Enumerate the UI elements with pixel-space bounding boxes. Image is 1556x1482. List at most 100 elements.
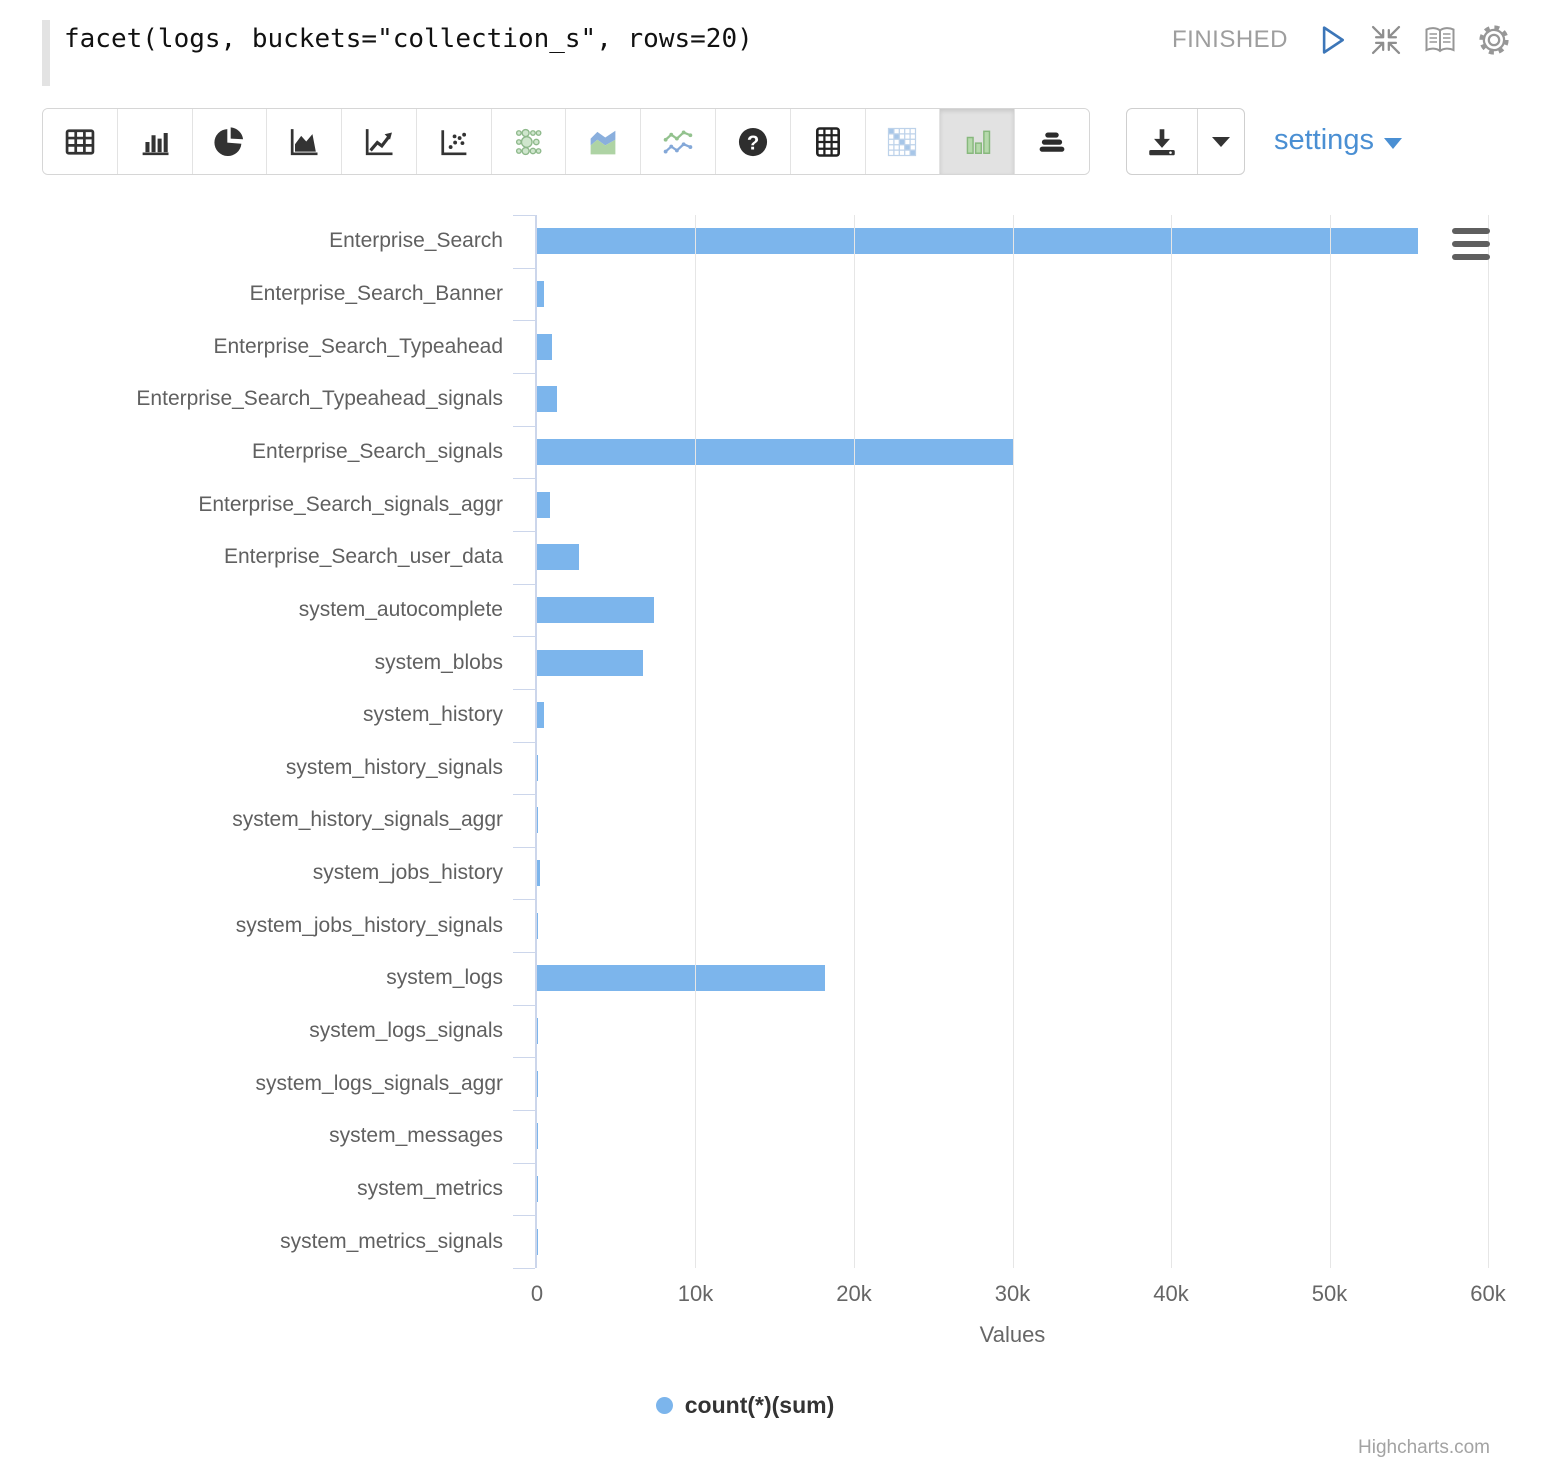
query-text[interactable]: facet(logs, buckets="collection_s", rows… bbox=[64, 24, 753, 54]
y-axis-tick bbox=[513, 1057, 535, 1059]
category-label: system_jobs_history bbox=[312, 861, 503, 885]
y-axis-tick bbox=[513, 425, 535, 427]
bar-system_logs[interactable] bbox=[537, 965, 826, 992]
chart-type-stacked-area-button[interactable] bbox=[566, 109, 642, 174]
y-axis-tick bbox=[513, 1268, 535, 1269]
legend-marker-icon bbox=[655, 1397, 673, 1414]
download-button[interactable] bbox=[1127, 109, 1198, 174]
y-axis-tick bbox=[513, 846, 535, 848]
y-axis-tick bbox=[513, 267, 535, 269]
y-axis-tick bbox=[513, 1162, 535, 1164]
y-axis-tick bbox=[513, 952, 535, 954]
chart-type-pie-button[interactable] bbox=[192, 109, 268, 174]
y-axis-tick bbox=[513, 741, 535, 743]
chart-type-line-button[interactable] bbox=[342, 109, 417, 174]
hamburger-icon bbox=[1452, 241, 1490, 247]
category-label: system_jobs_history_signals bbox=[235, 913, 503, 937]
y-axis-tick bbox=[513, 1004, 535, 1006]
table-icon bbox=[65, 128, 95, 155]
category-label: system_history_signals bbox=[285, 755, 503, 779]
paragraph-controls: FINISHED bbox=[1172, 22, 1512, 58]
chart-type-heatmap-button[interactable] bbox=[865, 109, 941, 174]
x-axis-tick-label: 30k bbox=[994, 1281, 1031, 1306]
bar-Enterprise_Search_signals_aggr[interactable] bbox=[537, 491, 551, 518]
stacked-area-icon bbox=[590, 130, 616, 154]
gridline bbox=[1170, 215, 1172, 1268]
bar-system_jobs_history_signals[interactable] bbox=[537, 912, 538, 939]
chart-type-facet-columns-button[interactable] bbox=[940, 109, 1016, 174]
category-label: system_history bbox=[362, 703, 503, 727]
book-icon[interactable] bbox=[1422, 22, 1458, 58]
bar-system_jobs_history[interactable] bbox=[537, 860, 541, 887]
category-label: Enterprise_Search bbox=[329, 229, 503, 253]
download-options-button[interactable] bbox=[1198, 109, 1244, 174]
bar-system_blobs[interactable] bbox=[537, 649, 644, 676]
category-labels: Enterprise_Search Enterprise_Search_Banne… bbox=[0, 215, 503, 1268]
y-axis-tick bbox=[513, 372, 535, 374]
category-label: system_logs bbox=[386, 966, 503, 990]
chart-type-scatter-button[interactable] bbox=[416, 109, 492, 174]
chart-context-menu-button[interactable] bbox=[1452, 228, 1490, 260]
x-axis-labels: 0 10k 20k 30k 40k 50k 60k bbox=[531, 1281, 1506, 1311]
chart-type-help-button[interactable]: ? bbox=[716, 109, 791, 174]
hamburger-icon bbox=[1452, 254, 1490, 260]
chart-type-pivot-table-button[interactable] bbox=[790, 109, 866, 174]
chart-type-area-button[interactable] bbox=[267, 109, 343, 174]
run-icon[interactable] bbox=[1314, 22, 1350, 58]
y-axis-tick bbox=[513, 794, 535, 796]
gridline bbox=[853, 215, 855, 1268]
bubble-matrix-icon bbox=[515, 128, 542, 155]
category-label: Enterprise_Search_Banner bbox=[249, 281, 503, 305]
scatter-plot-icon bbox=[441, 129, 467, 155]
chart-type-horizontal-bars-button[interactable] bbox=[1015, 109, 1089, 174]
y-axis-tick bbox=[513, 636, 535, 638]
y-axis-tick bbox=[513, 688, 535, 690]
status-badge: FINISHED bbox=[1171, 26, 1288, 53]
gear-icon[interactable] bbox=[1476, 22, 1512, 58]
hamburger-icon bbox=[1452, 228, 1490, 234]
collapse-icon[interactable] bbox=[1368, 22, 1404, 58]
horizontal-bars-icon bbox=[1039, 131, 1065, 152]
category-label: system_logs_signals bbox=[309, 1019, 503, 1043]
category-label: system_metrics bbox=[357, 1177, 503, 1200]
column-chart-icon bbox=[142, 132, 169, 155]
bar-system_autocomplete[interactable] bbox=[537, 596, 655, 623]
bar-Enterprise_Search_user_data[interactable] bbox=[537, 544, 579, 571]
bar-Enterprise_Search_signals[interactable] bbox=[537, 438, 1013, 465]
bar-system_history[interactable] bbox=[537, 702, 545, 729]
chart-type-bubble-matrix-button[interactable] bbox=[491, 109, 567, 174]
category-label: system_blobs bbox=[374, 650, 503, 674]
facet-columns-icon bbox=[966, 130, 991, 154]
category-label: system_autocomplete bbox=[298, 597, 503, 621]
chart-type-column-button[interactable] bbox=[117, 109, 193, 174]
y-axis-tick bbox=[513, 1110, 535, 1112]
settings-link[interactable]: settings bbox=[1274, 124, 1402, 157]
pie-chart-icon bbox=[214, 126, 244, 156]
gridline bbox=[695, 215, 697, 1268]
bar-Enterprise_Search_Typeahead_signals[interactable] bbox=[537, 386, 558, 413]
chart-type-multi-line-button[interactable] bbox=[641, 109, 717, 174]
y-axis-tick bbox=[513, 478, 535, 480]
x-axis-tick-label: 50k bbox=[1311, 1281, 1348, 1306]
area-chart-icon bbox=[291, 128, 318, 155]
x-axis-tick-label: 60k bbox=[1470, 1281, 1506, 1306]
highcharts-credit[interactable]: Highcharts.com bbox=[1358, 1437, 1490, 1458]
x-axis-tick-label: 10k bbox=[677, 1281, 714, 1306]
paragraph-gutter bbox=[42, 20, 50, 86]
x-axis-tick-label: 40k bbox=[1153, 1281, 1189, 1306]
bar-Enterprise_Search[interactable] bbox=[537, 228, 1419, 255]
download-icon bbox=[1149, 128, 1175, 155]
legend-item[interactable]: count(*)(sum) bbox=[0, 1392, 1490, 1419]
y-axis-tick bbox=[513, 1215, 535, 1217]
y-axis-tick bbox=[513, 215, 535, 216]
category-label: Enterprise_Search_Typeahead bbox=[213, 334, 503, 358]
y-axis-tick bbox=[513, 899, 535, 901]
chart-type-table-button[interactable] bbox=[43, 109, 118, 174]
bar-system_history_signals[interactable] bbox=[537, 754, 538, 781]
help-icon: ? bbox=[738, 127, 767, 156]
category-label: Enterprise_Search_signals_aggr bbox=[198, 492, 503, 516]
svg-text:?: ? bbox=[747, 132, 759, 154]
bar-Enterprise_Search_Banner[interactable] bbox=[537, 280, 544, 307]
settings-label: settings bbox=[1274, 124, 1374, 156]
bar-Enterprise_Search_Typeahead[interactable] bbox=[537, 333, 553, 360]
